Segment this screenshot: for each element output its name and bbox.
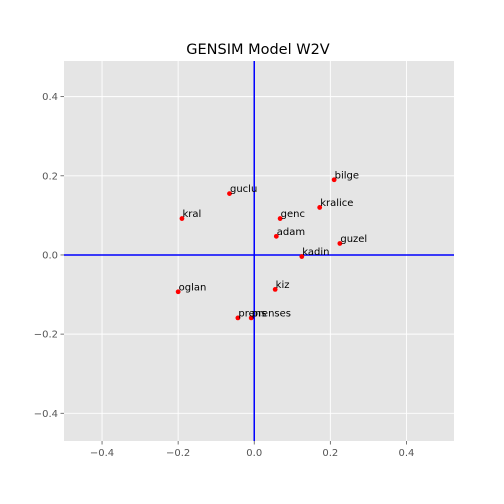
data-point-kiz (272, 286, 278, 292)
data-point-genc (277, 216, 283, 221)
data-point-prenses (248, 315, 254, 321)
reference-lines (64, 61, 454, 441)
x-tick-label: −0.2 (166, 448, 190, 459)
data-point-guzel (337, 241, 343, 246)
data-point-kralice (317, 205, 323, 210)
data-point-guclu (227, 191, 232, 197)
point-label-kadin: kadin (302, 247, 329, 258)
y-tick-label: 0.2 (42, 171, 58, 182)
chart-title: GENSIM Model W2V (186, 42, 330, 58)
y-tick-label: 0.4 (42, 92, 58, 103)
x-tick-label: −0.4 (90, 448, 114, 459)
point-label-genc: genc (281, 209, 305, 220)
point-label-guclu: guclu (230, 184, 257, 195)
point-label-guzel: guzel (340, 234, 367, 245)
data-point-prens (235, 315, 241, 321)
x-tick-label: 0.2 (322, 448, 338, 459)
point-label-kralice: kralice (320, 198, 353, 209)
y-tick-label: −0.2 (34, 330, 58, 341)
point-labels: bilge guclu kralice kral genc adam guzel kadin k… (179, 170, 368, 319)
data-point-oglan (175, 289, 181, 295)
data-points (175, 177, 343, 321)
point-label-oglan: oglan (179, 282, 207, 293)
point-label-prens: prens (238, 308, 266, 319)
x-axis-ticks: −0.4 −0.2 0.0 0.2 0.4 (90, 441, 414, 459)
point-label-prenses: prenses (252, 308, 291, 319)
data-point-kadin (299, 254, 305, 259)
point-label-adam: adam (277, 227, 305, 238)
y-tick-label: −0.4 (34, 409, 58, 420)
point-label-kral: kral (182, 209, 201, 220)
data-point-bilge (331, 177, 337, 183)
data-point-kral (179, 216, 185, 221)
plot-area (64, 61, 454, 441)
y-axis-ticks: −0.4 −0.2 0.0 0.2 0.4 (34, 92, 64, 420)
data-point-adam (273, 233, 279, 239)
x-tick-label: 0.0 (246, 448, 262, 459)
x-tick-label: 0.4 (398, 448, 414, 459)
point-label-bilge: bilge (335, 170, 359, 181)
point-label-kiz: kiz (276, 280, 290, 291)
y-tick-label: 0.0 (42, 250, 58, 261)
